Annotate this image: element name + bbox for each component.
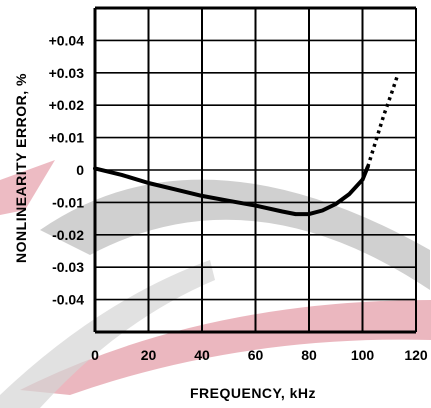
y-tick-label: +0.02: [49, 97, 85, 113]
x-tick-label: 100: [351, 347, 375, 363]
x-tick-label: 120: [404, 347, 428, 363]
chart-series: [93, 75, 399, 217]
y-tick-label: 0: [76, 162, 84, 178]
red-swoosh-upper-watermark: [0, 160, 55, 215]
y-tick-label: -0.01: [52, 194, 84, 210]
x-tick-label: 60: [248, 347, 264, 363]
x-tick-label: 40: [194, 347, 210, 363]
y-tick-label: +0.03: [49, 65, 85, 81]
y-tick-label: -0.04: [52, 292, 84, 308]
y-tick-label: -0.02: [52, 227, 84, 243]
x-tick-label: 0: [91, 347, 99, 363]
x-tick-label: 80: [301, 347, 317, 363]
series-line-dotted: [366, 75, 399, 168]
x-axis-label: FREQUENCY, kHz: [190, 385, 316, 401]
red-swoosh-watermark: [20, 300, 431, 395]
chart-grid: [93, 6, 417, 334]
y-tick-label: -0.03: [52, 259, 84, 275]
y-axis-label: NONLINEARITY ERROR, %: [13, 73, 29, 263]
x-tick-label: 20: [141, 347, 157, 363]
gray-swoosh-lower-watermark: [0, 260, 215, 408]
series-line-solid: [93, 164, 370, 217]
y-tick-label: +0.04: [49, 32, 85, 48]
chart-ticks: 0 20 40 60 80 100 120 +0.04 +0.03 +0.02 +0.01 0 -0.0…: [49, 32, 428, 363]
y-tick-label: +0.01: [49, 130, 85, 146]
